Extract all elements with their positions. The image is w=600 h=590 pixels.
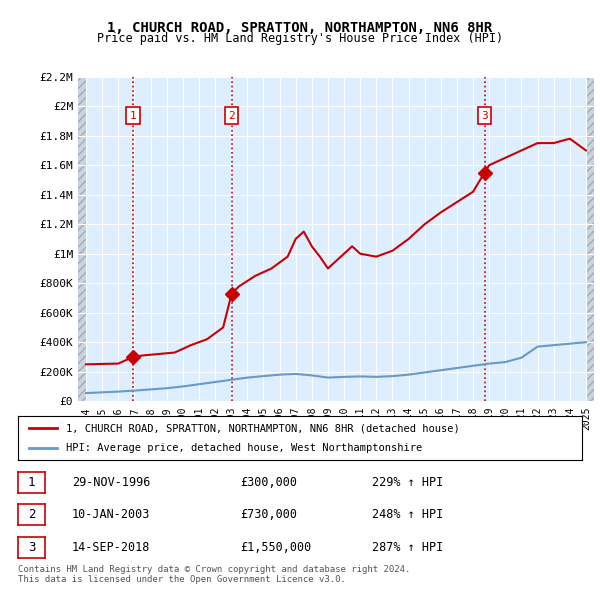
Text: 248% ↑ HPI: 248% ↑ HPI <box>372 508 443 522</box>
Bar <box>78 77 86 401</box>
Text: 3: 3 <box>481 111 488 120</box>
Text: Price paid vs. HM Land Registry's House Price Index (HPI): Price paid vs. HM Land Registry's House … <box>97 32 503 45</box>
Text: 1: 1 <box>130 111 136 120</box>
Text: 2: 2 <box>228 111 235 120</box>
Text: 14-SEP-2018: 14-SEP-2018 <box>72 540 151 554</box>
Text: 2: 2 <box>28 508 35 522</box>
Text: 1: 1 <box>28 476 35 489</box>
Text: 287% ↑ HPI: 287% ↑ HPI <box>372 540 443 554</box>
Text: £300,000: £300,000 <box>240 476 297 489</box>
Text: Contains HM Land Registry data © Crown copyright and database right 2024.
This d: Contains HM Land Registry data © Crown c… <box>18 565 410 584</box>
Bar <box>586 77 594 401</box>
Text: 1, CHURCH ROAD, SPRATTON, NORTHAMPTON, NN6 8HR: 1, CHURCH ROAD, SPRATTON, NORTHAMPTON, N… <box>107 21 493 35</box>
Text: HPI: Average price, detached house, West Northamptonshire: HPI: Average price, detached house, West… <box>66 443 422 453</box>
Text: £730,000: £730,000 <box>240 508 297 522</box>
Text: 29-NOV-1996: 29-NOV-1996 <box>72 476 151 489</box>
Text: 229% ↑ HPI: 229% ↑ HPI <box>372 476 443 489</box>
Text: 1, CHURCH ROAD, SPRATTON, NORTHAMPTON, NN6 8HR (detached house): 1, CHURCH ROAD, SPRATTON, NORTHAMPTON, N… <box>66 424 460 433</box>
Text: 3: 3 <box>28 540 35 554</box>
Text: £1,550,000: £1,550,000 <box>240 540 311 554</box>
Text: 10-JAN-2003: 10-JAN-2003 <box>72 508 151 522</box>
